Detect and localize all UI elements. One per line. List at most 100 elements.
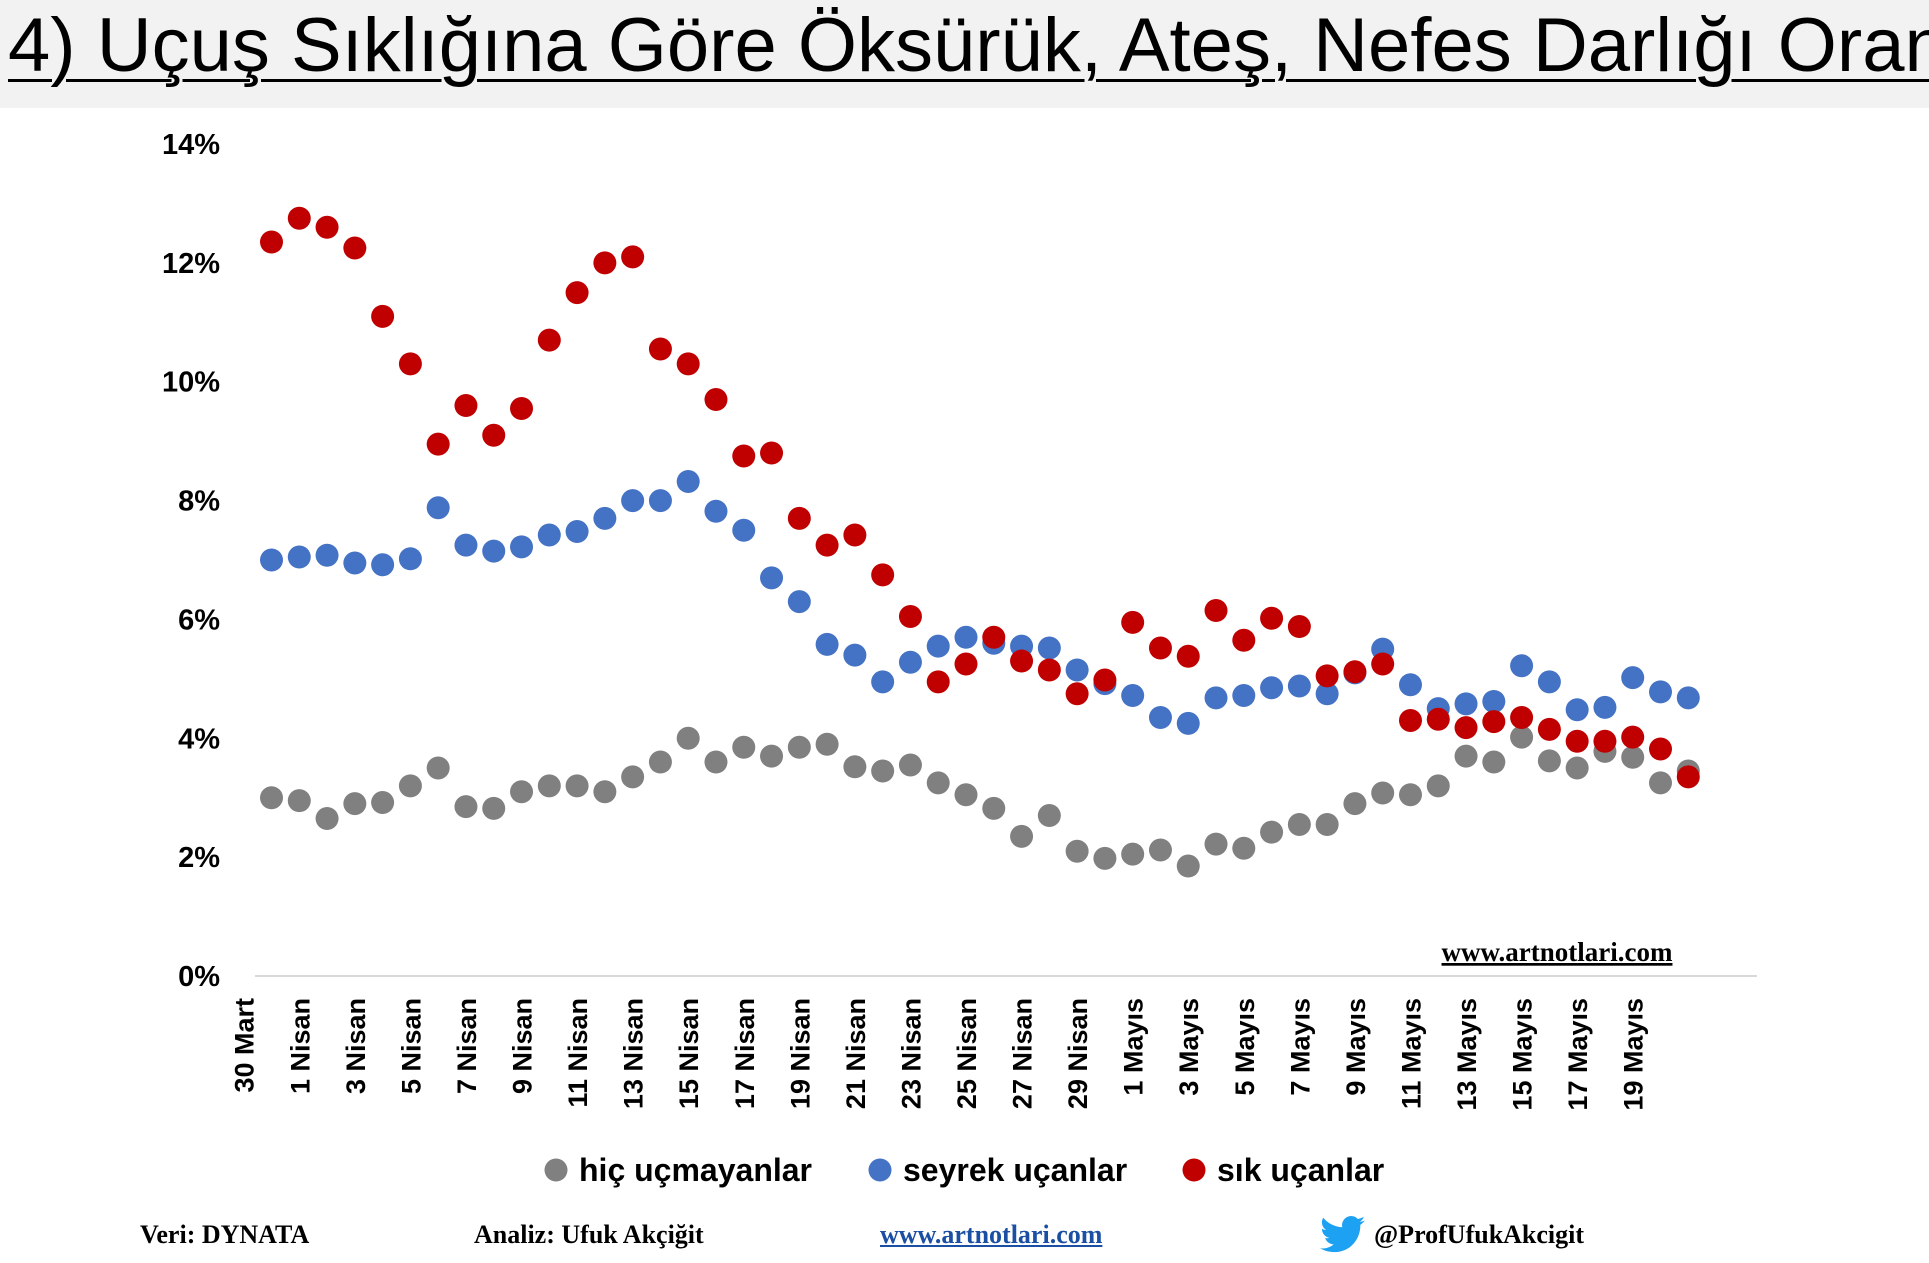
data-point [1565,698,1589,722]
y-tick-label: 10% [162,367,220,399]
data-point [1204,599,1228,623]
data-point [676,470,700,494]
x-tick-label: 25 Nisan [952,998,982,1109]
data-point [1537,749,1561,773]
data-point [676,352,700,376]
y-tick-label: 0% [178,961,220,993]
data-point [260,786,283,810]
x-axis-labels: 30 Mart 1 Nisan 3 Nisan 5 Nisan 7 Nisan 9 Nis… [230,998,1649,1111]
x-tick-label: 23 Nisan [896,998,926,1109]
data-point [1315,682,1339,706]
data-point [1093,846,1117,870]
data-point [1593,729,1617,753]
title-bar [0,0,1929,108]
data-point [1398,708,1422,732]
x-tick-label: 27 Nisan [1008,998,1038,1109]
data-point [537,523,561,547]
data-point [1482,689,1506,713]
data-point [426,496,450,520]
data-point [1148,838,1172,862]
data-point [565,281,589,305]
data-point [871,563,895,587]
data-point [315,807,339,831]
data-point [343,792,367,816]
data-point [1232,628,1256,652]
data-point [621,245,645,269]
data-point [843,755,867,779]
data-point [1121,610,1145,634]
x-tick-label: 13 Mayıs [1452,998,1482,1111]
data-point [565,774,589,798]
data-point [371,790,395,814]
legend-marker [868,1158,892,1182]
x-tick-label: 5 Nisan [396,998,426,1094]
legend-label: seyrek uçanlar [903,1152,1127,1188]
data-point [1565,756,1589,780]
data-point [315,543,339,567]
data-point [1148,636,1172,660]
data-point [1260,820,1284,844]
data-point [287,545,311,569]
x-tick-label: 17 Mayıs [1563,998,1593,1111]
data-point [1398,783,1422,807]
y-tick-label: 6% [178,604,220,636]
data-point [510,535,534,559]
data-point [1676,765,1700,789]
x-tick-label: 15 Nisan [674,998,704,1109]
data-point [482,423,506,447]
data-point [676,726,700,750]
y-axis-labels: 0% 2% 4% 6% 8% 10% 12% 14% [162,129,220,993]
data-point [1121,683,1145,707]
data-point [871,759,895,783]
data-point [1260,606,1284,630]
data-point [482,539,506,563]
data-point [482,796,506,820]
data-point [371,553,395,577]
data-point [565,519,589,543]
data-point [1260,676,1284,700]
y-tick-label: 14% [162,129,220,161]
data-point [648,337,672,361]
data-point [343,551,367,575]
data-point [1454,692,1478,716]
data-point [815,632,839,656]
footer-twitter-handle[interactable]: @ProfUfukAkcigit [1374,1220,1585,1249]
data-point [1121,842,1145,866]
data-point [371,304,395,328]
data-point [760,566,784,590]
x-tick-label: 19 Mayıs [1619,998,1649,1111]
data-point [648,750,672,774]
data-point [926,771,950,795]
data-point [1510,705,1534,729]
x-tick-label: 15 Mayıs [1508,998,1538,1111]
data-point [787,735,811,759]
x-tick-label: 1 Nisan [285,998,315,1094]
data-point [426,432,450,456]
data-point [454,393,478,417]
footer-analysis: Analiz: Ufuk Akçiğit [474,1220,704,1249]
data-point [621,489,645,513]
data-point [648,489,672,513]
data-point [926,670,950,694]
legend-label: hiç uçmayanlar [579,1152,812,1188]
data-point [287,789,311,813]
data-point [982,796,1006,820]
page-title: 4) Uçuş Sıklığına Göre Öksürük, Ateş, Ne… [8,3,1929,88]
data-point [732,735,756,759]
data-point [537,328,561,352]
data-point [954,625,978,649]
data-point [1621,745,1645,769]
y-tick-label: 2% [178,842,220,874]
data-point [1398,673,1422,697]
x-tick-label: 17 Nisan [730,998,760,1109]
data-point [1176,711,1200,735]
data-point [1343,660,1367,684]
data-point [1037,636,1061,660]
data-point [815,533,839,557]
footer-website-link[interactable]: www.artnotlari.com [880,1220,1103,1249]
data-point [926,634,950,658]
data-point [537,774,561,798]
data-point [454,533,478,557]
chart: 0% 2% 4% 6% 8% 10% 12% 14% 30 Mart 1 Nisan 3 Nisa… [162,129,1757,1188]
data-point [1315,812,1339,836]
